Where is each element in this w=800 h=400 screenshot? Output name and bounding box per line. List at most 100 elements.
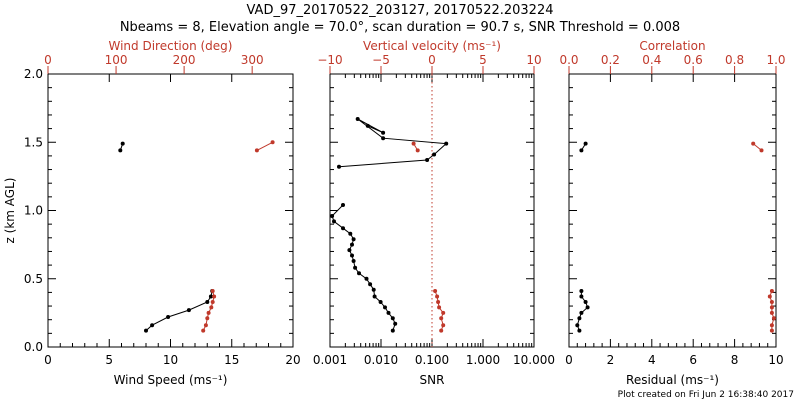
data-point [441, 323, 446, 328]
data-point [769, 300, 774, 304]
data-point [390, 316, 395, 321]
data-point [210, 300, 215, 304]
data-point [435, 294, 440, 299]
data-point [332, 219, 336, 224]
y-tick-label: 1.0 [24, 204, 43, 218]
data-point [341, 203, 345, 207]
data-point [144, 328, 148, 333]
data-point [351, 259, 356, 263]
top-axis-title: Wind Direction (deg) [109, 39, 233, 53]
x-tick-label: 10 [768, 353, 783, 367]
data-point [759, 148, 764, 153]
x-tick-label: 20 [285, 353, 300, 367]
x-tick-label: 1.000 [466, 353, 500, 367]
data-point [769, 323, 774, 328]
data-point [577, 328, 582, 333]
y-axis-title: z (km AGL) [3, 178, 17, 244]
data-point [166, 315, 171, 319]
data-point [365, 123, 370, 128]
data-point [383, 305, 387, 310]
series-line [331, 204, 396, 331]
data-point [355, 117, 360, 121]
data-point [208, 294, 213, 299]
top-tick-label: 0.8 [725, 53, 744, 67]
data-point [439, 328, 444, 333]
data-point [767, 294, 772, 299]
y-tick-label: 1.5 [24, 135, 43, 149]
series-line [145, 290, 213, 331]
data-point [381, 130, 386, 135]
plot-frame [568, 73, 777, 348]
top-tick-label: −10 [317, 53, 342, 67]
data-point [118, 148, 123, 153]
x-axis-title: Residual (ms⁻¹) [626, 373, 719, 387]
data-point [212, 294, 217, 299]
data-point [209, 305, 214, 310]
data-point [341, 226, 345, 231]
data-point [444, 141, 449, 146]
data-point [364, 276, 369, 281]
data-point [432, 152, 437, 157]
top-tick-label: 300 [241, 53, 264, 67]
top-tick-label: 200 [173, 53, 196, 67]
panel-3: 0 2 4 6 8 10 0.0 0.2 0.4 0.6 0.8 1.0 Residual (ms⁻¹)… [559, 39, 785, 387]
data-point [415, 148, 420, 153]
data-point [270, 140, 275, 145]
top-tick-label: 5 [479, 53, 487, 67]
data-point [577, 316, 582, 321]
data-point [439, 316, 444, 321]
data-point [330, 214, 335, 218]
y-tick-label: 2.0 [24, 67, 43, 81]
series-line [338, 118, 448, 168]
data-point [393, 321, 398, 326]
data-point [583, 141, 588, 146]
data-point [575, 323, 580, 328]
y-tick-label: 0.5 [24, 272, 43, 286]
x-tick-label: 5 [105, 353, 113, 367]
figure-title-line1: VAD_97_20170522_203127, 20170522.203224 [247, 3, 554, 18]
x-tick-label: 6 [689, 353, 697, 367]
data-point [348, 231, 353, 236]
x-tick-label: 0 [565, 353, 573, 367]
data-point [579, 148, 584, 153]
x-tick-label: 10.000 [513, 353, 555, 367]
data-point [769, 328, 774, 333]
data-point [579, 294, 584, 299]
data-point [386, 310, 391, 315]
data-point [205, 300, 210, 304]
data-point [372, 294, 377, 299]
figure-title-line2: Nbeams = 8, Elevation angle = 70.0°, sca… [120, 20, 680, 35]
top-tick-label: 1.0 [766, 53, 785, 67]
x-tick-label: 8 [731, 353, 739, 367]
x-tick-label: 4 [648, 353, 656, 367]
top-tick-label: 0.4 [642, 53, 661, 67]
x-tick-label: 0 [44, 353, 52, 367]
x-tick-label: 0.010 [364, 353, 398, 367]
data-point [425, 158, 430, 162]
data-point [368, 282, 373, 287]
data-point [769, 289, 774, 293]
data-point [337, 164, 341, 169]
data-point [579, 310, 584, 315]
data-point [205, 316, 210, 321]
data-point [350, 242, 354, 247]
x-axis-title: Wind Speed (ms⁻¹) [114, 373, 228, 387]
data-point [441, 310, 446, 315]
top-tick-label: 0 [428, 53, 436, 67]
top-tick-label: 10 [526, 53, 541, 67]
data-point [347, 248, 352, 253]
top-tick-label: 0.0 [559, 53, 578, 67]
data-point [206, 310, 211, 315]
data-point [769, 305, 774, 310]
data-point [210, 289, 215, 293]
data-point [371, 287, 376, 292]
data-point [357, 271, 361, 276]
data-point [381, 136, 386, 141]
series-line [256, 141, 273, 151]
data-point [186, 308, 191, 313]
data-point [350, 253, 354, 258]
data-point [771, 316, 776, 321]
